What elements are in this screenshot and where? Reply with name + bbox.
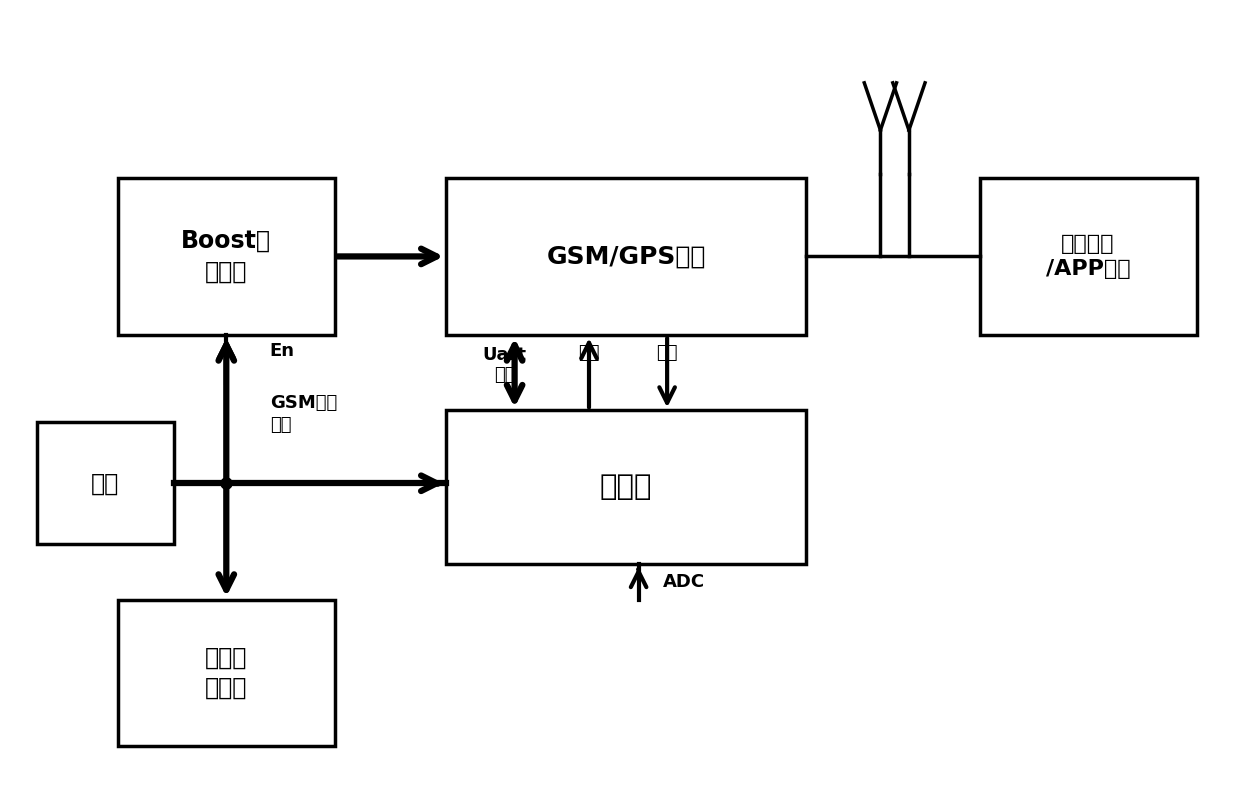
Text: En: En bbox=[270, 342, 295, 360]
Text: GSM/GPS模块: GSM/GPS模块 bbox=[547, 245, 706, 268]
Text: ADC: ADC bbox=[663, 573, 706, 591]
Text: 重置: 重置 bbox=[656, 344, 678, 362]
Text: 电脑平台
/APP模块: 电脑平台 /APP模块 bbox=[1045, 234, 1131, 279]
Text: 电池分
压检测: 电池分 压检测 bbox=[205, 645, 248, 700]
Bar bbox=[446, 178, 806, 335]
Text: Boost升
压电路: Boost升 压电路 bbox=[181, 229, 272, 284]
Text: GSM供电
控制: GSM供电 控制 bbox=[270, 394, 337, 434]
Text: 电池: 电池 bbox=[92, 471, 119, 495]
Bar bbox=[118, 600, 335, 746]
Text: 单片机: 单片机 bbox=[600, 473, 652, 501]
Bar bbox=[446, 410, 806, 564]
Text: Uart
串口: Uart 串口 bbox=[482, 346, 527, 384]
Bar bbox=[980, 178, 1197, 335]
Bar bbox=[37, 422, 174, 544]
Text: 开机: 开机 bbox=[578, 344, 600, 362]
Bar bbox=[118, 178, 335, 335]
